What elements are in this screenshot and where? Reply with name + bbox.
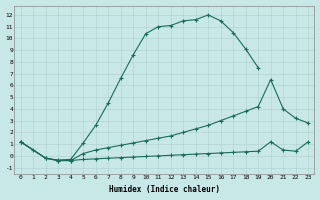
X-axis label: Humidex (Indice chaleur): Humidex (Indice chaleur) [109, 185, 220, 194]
